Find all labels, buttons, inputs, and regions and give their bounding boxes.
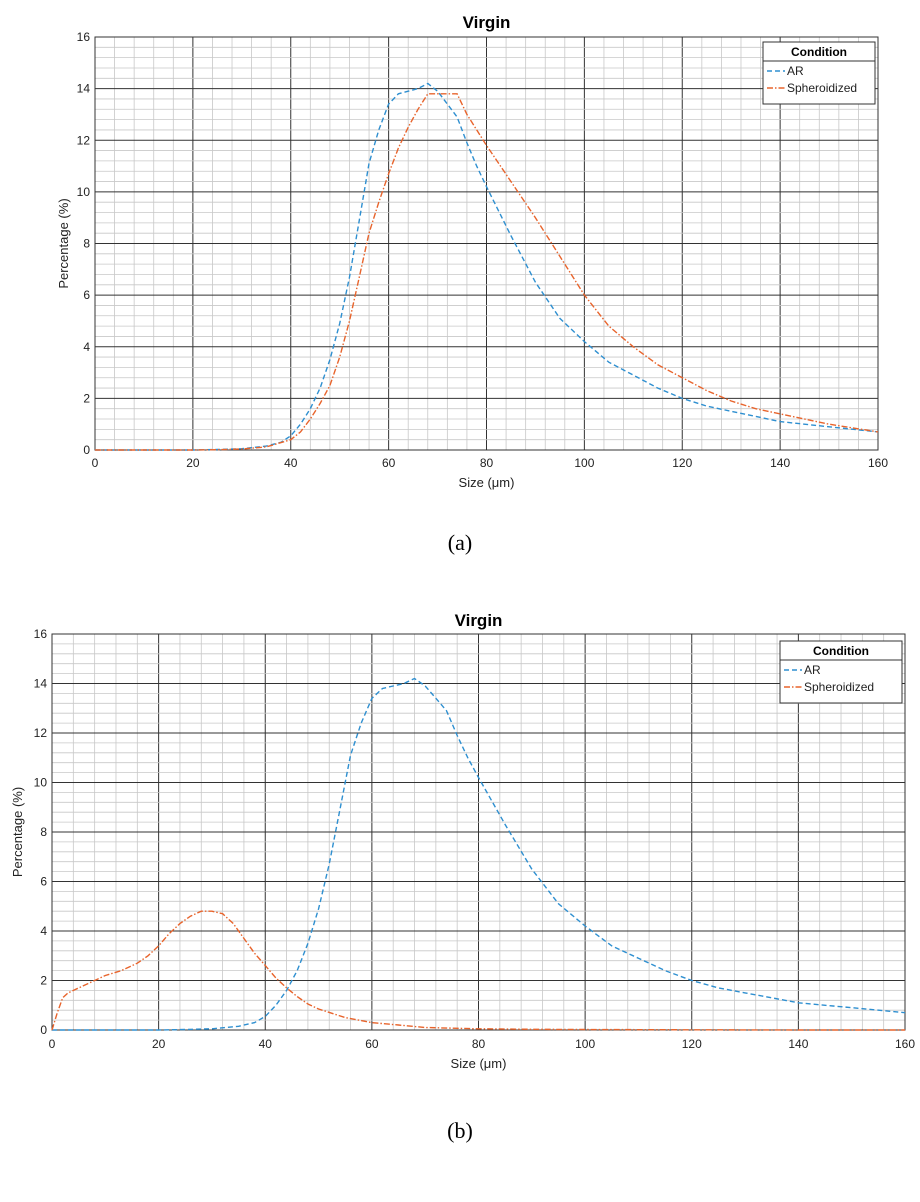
x-tick-label: 120 [682, 1037, 702, 1051]
y-tick-label: 0 [83, 443, 90, 457]
x-tick-label: 160 [868, 456, 888, 470]
series-line-spheroidized [51, 910, 905, 1031]
legend-title: Condition [791, 45, 847, 59]
x-axis-label: Size (μm) [451, 1056, 507, 1071]
figure-caption: (a) [448, 530, 472, 555]
y-tick-label: 4 [83, 340, 90, 354]
y-tick-label: 0 [40, 1023, 47, 1037]
y-tick-label: 14 [34, 677, 48, 691]
y-tick-label: 8 [83, 237, 90, 251]
plot-frame [94, 36, 879, 451]
y-tick-label: 2 [83, 391, 90, 405]
y-tick-label: 10 [34, 776, 48, 790]
x-tick-label: 100 [575, 1037, 595, 1051]
y-tick-label: 12 [77, 133, 91, 147]
chart-a: 0 20 40 60 80 100 120 140 160 0 2 4 6 8 10 12 14 16 Virgin… [56, 13, 888, 555]
legend-entry-ar: AR [804, 663, 821, 677]
x-tick-label: 40 [259, 1037, 273, 1051]
y-tick-label: 10 [77, 185, 91, 199]
x-tick-label: 100 [574, 456, 594, 470]
x-tick-label: 60 [382, 456, 396, 470]
y-tick-label: 2 [40, 974, 47, 988]
x-tick-label: 160 [895, 1037, 915, 1051]
y-axis-label: Percentage (%) [56, 198, 71, 288]
plot-frame [51, 633, 906, 1031]
x-tick-label: 80 [480, 456, 494, 470]
y-axis-label: Percentage (%) [10, 787, 25, 877]
series-line-ar [52, 677, 906, 1031]
legend: Condition AR Spheroidized [762, 41, 876, 105]
y-tick-label: 16 [77, 30, 91, 44]
y-tick-label: 4 [40, 924, 47, 938]
x-tick-label: 20 [152, 1037, 166, 1051]
x-tick-label: 80 [472, 1037, 486, 1051]
x-tick-label: 140 [788, 1037, 808, 1051]
chart-b: 0 20 40 60 80 100 120 140 160 0 2 4 6 8 10 12 14 16 Virgin… [10, 611, 915, 1143]
legend-entry-ar: AR [787, 64, 804, 78]
figure-caption: (b) [447, 1118, 473, 1143]
y-tick-label: 12 [34, 726, 48, 740]
x-tick-label: 40 [284, 456, 298, 470]
y-tick-label: 6 [40, 875, 47, 889]
y-tick-label: 14 [77, 82, 91, 96]
x-tick-label: 0 [49, 1037, 56, 1051]
chart-title: Virgin [463, 13, 511, 32]
y-tick-label: 16 [34, 627, 48, 641]
x-tick-label: 20 [186, 456, 200, 470]
legend-entry-spheroidized: Spheroidized [787, 81, 857, 95]
legend-entry-spheroidized: Spheroidized [804, 680, 874, 694]
legend-title: Condition [813, 644, 869, 658]
y-tick-label: 6 [83, 288, 90, 302]
x-tick-label: 60 [365, 1037, 379, 1051]
legend: Condition AR Spheroidized [779, 640, 903, 704]
x-tick-label: 0 [92, 456, 99, 470]
x-axis-label: Size (μm) [459, 475, 515, 490]
grid [51, 633, 906, 1031]
chart-title: Virgin [455, 611, 503, 630]
series-line-ar [95, 82, 879, 451]
legend-box [762, 41, 876, 105]
x-tick-label: 140 [770, 456, 790, 470]
legend-box [779, 640, 903, 704]
x-tick-label: 120 [672, 456, 692, 470]
grid [94, 36, 879, 451]
y-tick-label: 8 [40, 825, 47, 839]
